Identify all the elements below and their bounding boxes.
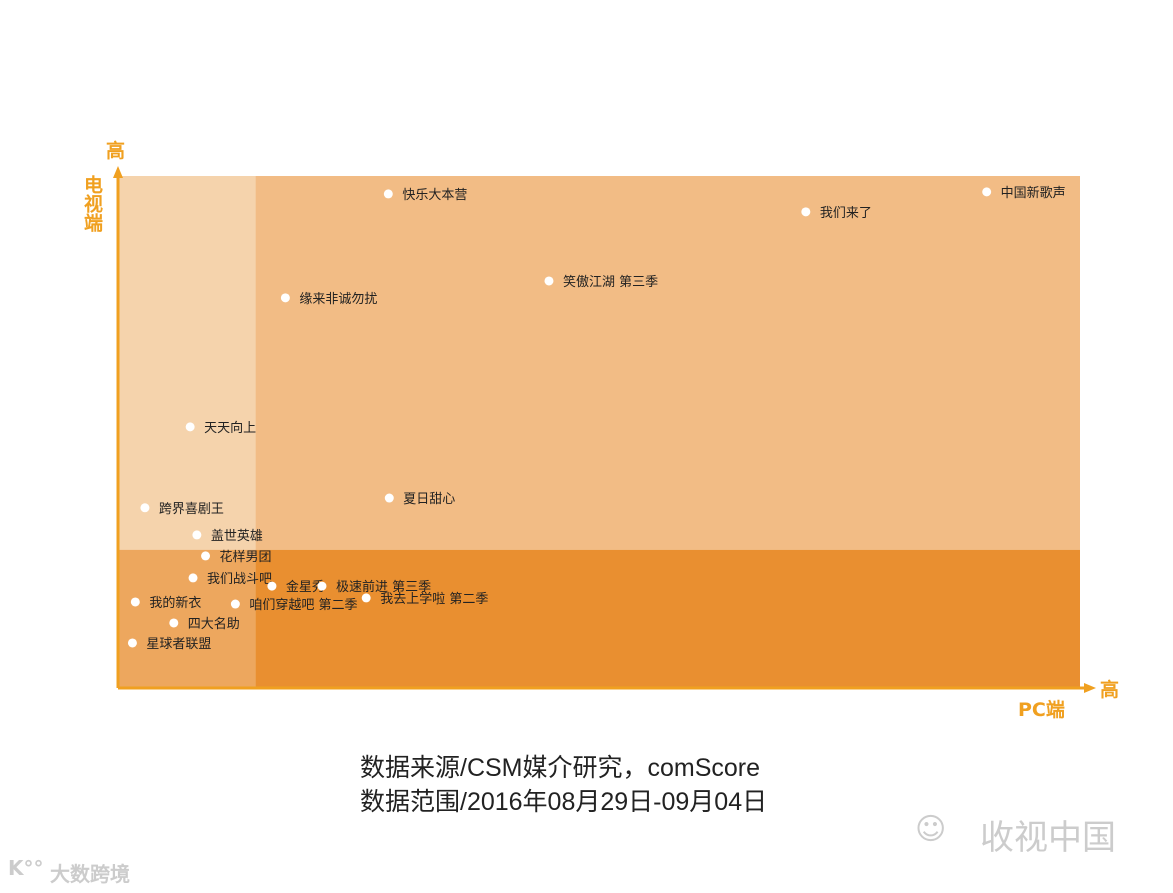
data-point-label: 我的新衣 (149, 595, 201, 611)
data-point-label: 咱们穿越吧 第二季 (249, 597, 357, 613)
data-point (188, 573, 198, 583)
data-range: 数据范围/2016年08月29日-09月04日 (360, 788, 768, 816)
data-point-label: 跨界喜剧王 (159, 502, 224, 517)
y-axis-high-label: 高 (106, 139, 125, 162)
data-point-label: 我们来了 (820, 206, 872, 221)
data-point (982, 187, 992, 197)
data-point-label: 缘来非诚勿扰 (299, 292, 377, 307)
data-point (192, 530, 202, 540)
logo-watermark: 大数跨境 (50, 862, 130, 886)
data-point-label: 夏日甜心 (403, 491, 455, 507)
data-point (130, 597, 140, 607)
quadrant-bottom-right (255, 549, 1081, 688)
quadrant-top-right (255, 176, 1081, 550)
data-point-label: 我去上学啦 第二季 (380, 591, 488, 607)
data-point-label: 天天向上 (204, 420, 256, 436)
data-point (230, 599, 240, 609)
data-point (801, 207, 811, 217)
data-point (140, 503, 150, 513)
x-axis-label: PC端 (1018, 698, 1065, 721)
data-point-label: 金星秀 (286, 579, 325, 595)
y-axis-label: 电视端 (81, 175, 103, 232)
data-point-label: 快乐大本营 (402, 188, 467, 203)
data-point (267, 581, 277, 591)
x-axis-arrow (1084, 683, 1096, 693)
data-point (544, 276, 554, 286)
x-axis-high-label: 高 (1100, 678, 1119, 701)
data-point-label: 四大名助 (188, 616, 240, 632)
y-axis-arrow (113, 166, 123, 178)
data-source: 数据来源/CSM媒介研究，comScore (360, 754, 761, 782)
data-point-label: 极速前进 第三季 (336, 579, 431, 595)
data-point (317, 581, 327, 591)
quadrant-top-left (118, 176, 256, 550)
data-point (127, 638, 137, 648)
data-point (201, 551, 211, 561)
data-point-label: 中国新歌声 (1001, 185, 1066, 201)
data-point-label: 盖世英雄 (211, 529, 263, 544)
data-point (169, 618, 179, 628)
data-point-label: 星球者联盟 (146, 637, 211, 652)
data-point-label: 花样男团 (220, 549, 272, 565)
wechat-watermark: 收视中国 (980, 818, 1116, 858)
data-point (384, 493, 394, 503)
data-point (185, 422, 195, 432)
data-point (383, 189, 393, 199)
data-point (361, 593, 371, 603)
wechat-icon: ☺ (915, 812, 947, 847)
logo-icon: K°° (8, 856, 44, 880)
data-point-label: 我们战斗吧 (207, 572, 272, 587)
quadrant-bottom-left (118, 549, 256, 688)
data-point (280, 293, 290, 303)
data-point-label: 笑傲江湖 第三季 (563, 274, 658, 290)
